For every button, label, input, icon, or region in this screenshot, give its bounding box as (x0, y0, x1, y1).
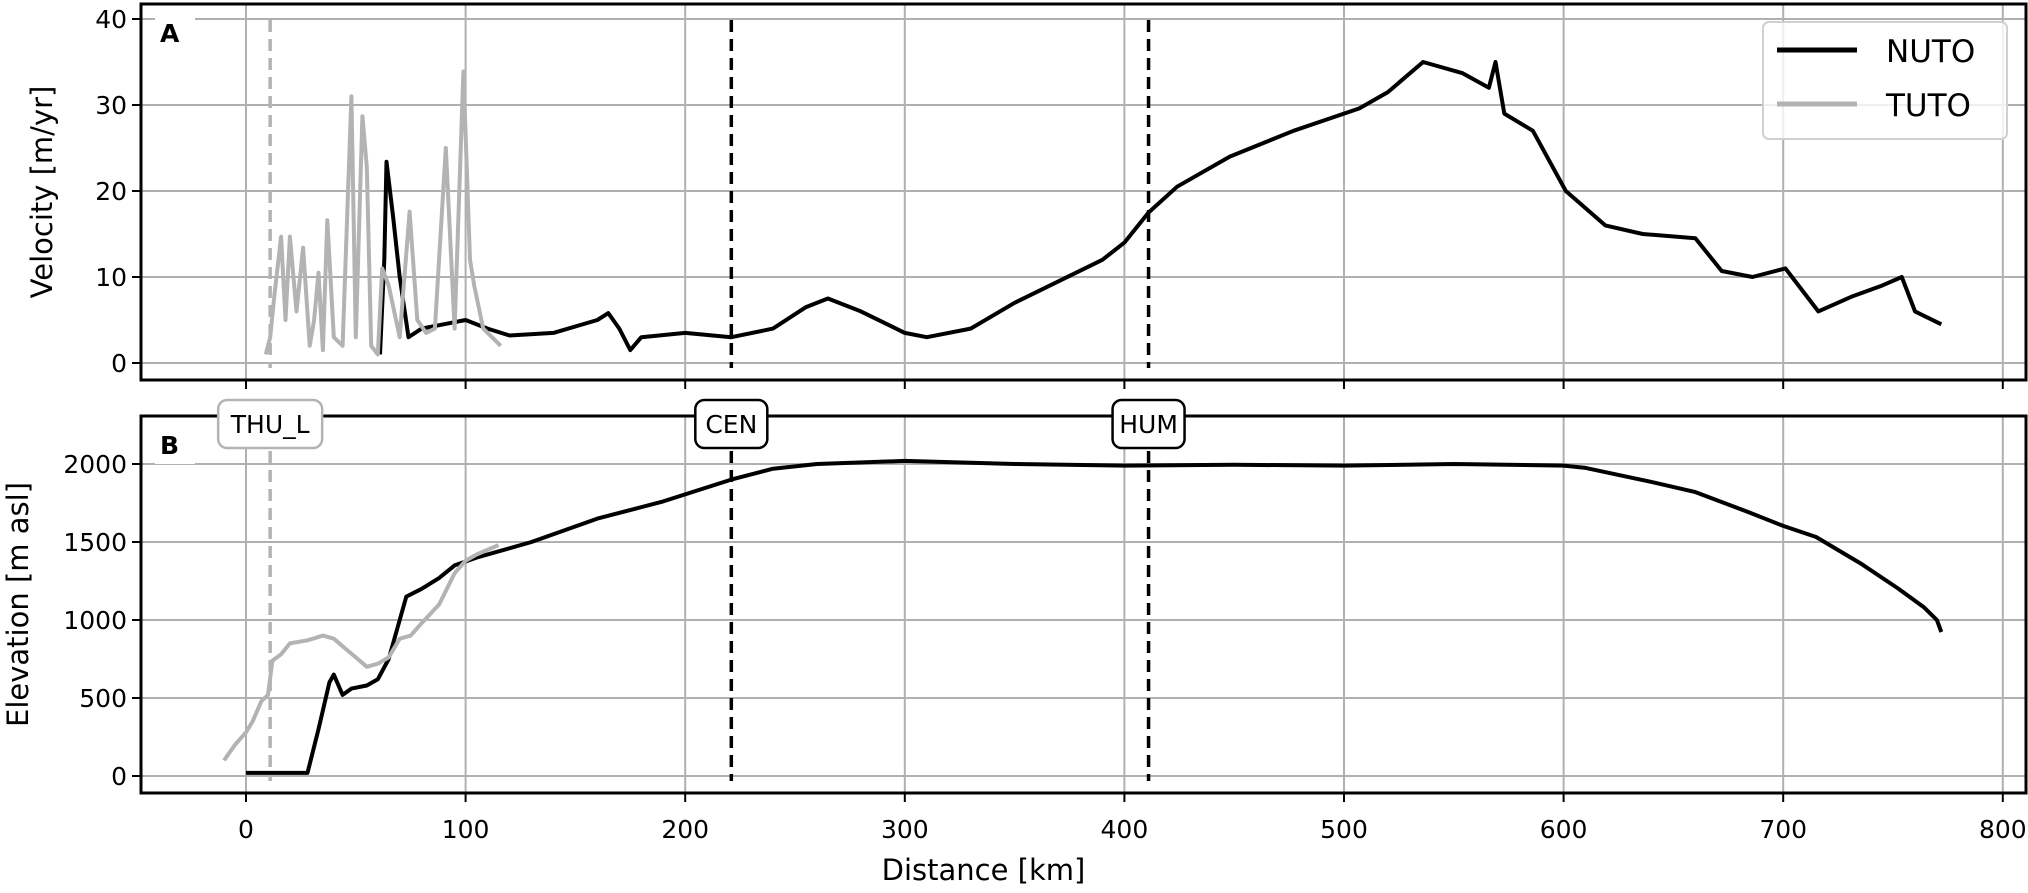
station-label-box (1111, 398, 1186, 450)
legend-label-nuto: NUTO (1886, 34, 1975, 70)
series-line-tuto (263, 69, 503, 357)
x-tick-label: 400 (1101, 815, 1149, 844)
y-axis-label: Elevation [m asl] (1, 482, 35, 727)
y-tick-label: 30 (95, 91, 127, 120)
y-tick-label: 500 (79, 684, 127, 713)
panel-label-bg (155, 12, 195, 52)
y-tick-label: 0 (111, 762, 127, 791)
series-line-tuto (222, 543, 500, 762)
panel-b-elevation: 0 500 1000 1500 2000 0 100 200 300 400 500 600 700 80… (1, 398, 2028, 887)
x-axis-label: Distance [km] (882, 853, 1086, 887)
station-label-thu_l: THU_L (230, 410, 310, 439)
y-tick-label: 10 (95, 263, 127, 292)
x-tick-label: 0 (238, 815, 254, 844)
series-line-nuto (246, 458, 1944, 775)
panel-label: B (160, 431, 179, 460)
panel-label-bg (155, 424, 195, 464)
legend-label-tuto: TUTO (1885, 88, 1971, 124)
x-tick-label: 700 (1759, 815, 1807, 844)
y-tick-label: 1500 (63, 528, 127, 557)
y-tick-label: 20 (95, 177, 127, 206)
station-label-box (216, 398, 324, 450)
y-tick-label: 1000 (63, 606, 127, 635)
y-axis-label: Velocity [m/yr] (25, 86, 59, 299)
y-tick-label: 2000 (63, 450, 127, 479)
station-label-box (694, 398, 769, 450)
x-tick-label: 200 (661, 815, 709, 844)
axes-frame (139, 2, 2028, 382)
x-tick-label: 100 (442, 815, 490, 844)
x-tick-label: 600 (1540, 815, 1588, 844)
station-label-cen: CEN (705, 410, 757, 439)
series-line-nuto (378, 60, 1943, 355)
y-tick-label: 0 (111, 349, 127, 378)
panel-a-velocity: 0 10 20 30 40 A Velocity [m/yr] NUTO TUTO (25, 2, 2028, 389)
x-tick-label: 800 (1979, 815, 2027, 844)
y-tick-label: 40 (95, 5, 127, 34)
x-tick-label: 500 (1320, 815, 1368, 844)
x-tick-label: 300 (881, 815, 929, 844)
axes-frame (139, 414, 2028, 795)
panel-label: A (160, 19, 180, 48)
station-label-hum: HUM (1119, 410, 1178, 439)
